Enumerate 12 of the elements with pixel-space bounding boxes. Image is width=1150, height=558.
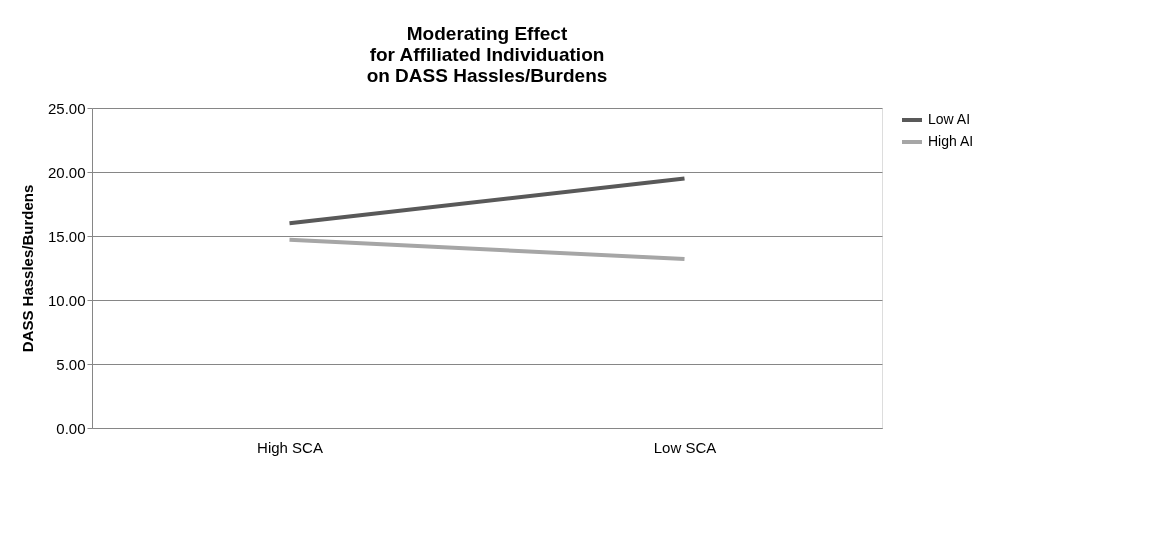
y-axis-title: DASS Hassles/Burdens: [18, 184, 36, 353]
chart-title: Moderating Effect for Affiliated Individuation on DASS Hassles/Burdens: [366, 23, 608, 86]
x-tick-label: High SCA: [257, 438, 323, 456]
legend-label: Low AI: [928, 111, 971, 127]
y-tick-label: 15.00: [47, 227, 86, 245]
legend-label: High AI: [928, 133, 974, 149]
y-tick-label: 0.00: [56, 419, 86, 437]
y-tick-label: 25.00: [47, 99, 86, 117]
y-tick-label: 10.00: [47, 291, 86, 309]
x-tick-label: Low SCA: [653, 438, 717, 456]
y-tick-label: 5.00: [56, 355, 86, 373]
y-tick-label: 20.00: [47, 163, 86, 181]
